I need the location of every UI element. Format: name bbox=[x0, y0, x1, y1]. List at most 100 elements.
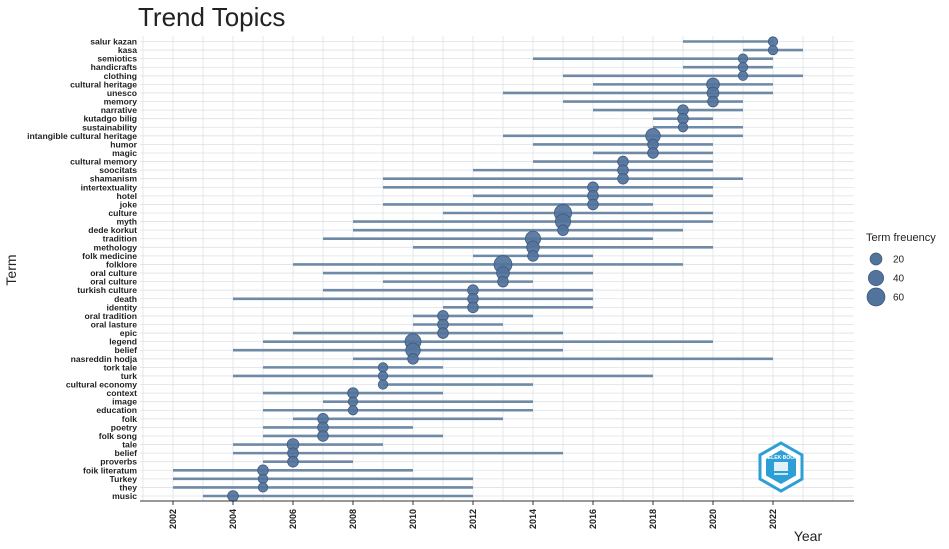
term-label: narrative bbox=[101, 105, 138, 115]
term-label: turk bbox=[121, 371, 137, 381]
term-labels: salur kazankasasemioticshandicraftscloth… bbox=[27, 37, 137, 502]
term-median-point bbox=[257, 473, 269, 484]
term-median-point bbox=[467, 301, 479, 314]
term-label: tork tale bbox=[104, 362, 138, 372]
x-tick-label: 2018 bbox=[648, 509, 658, 529]
y-axis-title: Term bbox=[3, 254, 19, 285]
term-label: magic bbox=[112, 148, 137, 158]
term-label: methology bbox=[94, 242, 138, 252]
term-label: intertextuality bbox=[81, 182, 138, 192]
bilbee-logo-icon: BELEK·BOOK bbox=[758, 441, 804, 493]
term-label: cultural economy bbox=[66, 380, 137, 390]
term-label: poetry bbox=[111, 422, 137, 432]
x-tick-label: 2002 bbox=[168, 509, 178, 529]
term-label: epic bbox=[120, 328, 137, 338]
term-label: kasa bbox=[118, 45, 137, 55]
term-label: folklore bbox=[106, 259, 137, 269]
term-median-point bbox=[407, 353, 419, 365]
term-label: image bbox=[112, 397, 137, 407]
term-label: folk bbox=[122, 414, 137, 424]
x-tick-label: 2022 bbox=[768, 509, 778, 529]
term-median-point bbox=[347, 405, 359, 416]
term-label: dede korkut bbox=[88, 225, 137, 235]
point-layer bbox=[227, 36, 779, 502]
x-tick-label: 2006 bbox=[288, 509, 298, 529]
term-label: clothing bbox=[104, 71, 137, 81]
x-tick-label: 2010 bbox=[408, 509, 418, 529]
term-median-point bbox=[737, 53, 749, 64]
legend-swatch bbox=[867, 269, 885, 287]
term-label: humor bbox=[110, 139, 137, 149]
x-axis-title: Year bbox=[794, 528, 823, 544]
term-median-point bbox=[377, 370, 389, 382]
term-median-point bbox=[767, 36, 779, 47]
x-tick-label: 2020 bbox=[708, 509, 718, 529]
term-median-point bbox=[737, 70, 749, 81]
term-median-point bbox=[377, 362, 389, 373]
legend: Term freuency 20 40 60 bbox=[866, 232, 936, 307]
legend-entries: 20 40 60 bbox=[866, 252, 905, 307]
term-median-point bbox=[617, 172, 629, 185]
term-label: joke bbox=[119, 199, 137, 209]
term-median-point bbox=[557, 224, 569, 236]
term-label: foik literatum bbox=[83, 465, 137, 475]
legend-swatch bbox=[869, 252, 883, 266]
term-label: nasreddin hodja bbox=[71, 354, 138, 364]
x-tick-label: 2012 bbox=[468, 509, 478, 529]
term-label: education bbox=[96, 405, 137, 415]
term-label: tradition bbox=[103, 234, 137, 244]
segment-layer bbox=[173, 40, 803, 498]
term-label: oral culture bbox=[90, 277, 137, 287]
term-label: folk song bbox=[99, 431, 137, 441]
x-tick-label: 2008 bbox=[348, 509, 358, 529]
term-median-point bbox=[257, 482, 269, 493]
term-label: kutadgo bilig bbox=[84, 114, 137, 124]
legend-label: 40 bbox=[893, 274, 905, 285]
legend-label: 60 bbox=[893, 293, 905, 304]
term-label: myth bbox=[116, 217, 137, 227]
term-label: belief bbox=[115, 345, 138, 355]
term-median-point bbox=[527, 250, 539, 262]
term-label: oral lasture bbox=[91, 319, 138, 329]
legend-label: 20 bbox=[893, 255, 905, 266]
term-median-point bbox=[377, 379, 389, 390]
chart-title: Trend Topics bbox=[138, 2, 286, 32]
term-label: legend bbox=[109, 337, 137, 347]
term-label: tale bbox=[122, 440, 137, 450]
legend-title: Term freuency bbox=[866, 232, 936, 244]
term-median-point bbox=[437, 327, 449, 339]
term-median-point bbox=[707, 95, 719, 108]
term-label: shamanism bbox=[90, 174, 138, 184]
term-label: hotel bbox=[116, 191, 137, 201]
term-median-point bbox=[767, 44, 779, 56]
term-median-point bbox=[227, 490, 239, 502]
term-median-point bbox=[287, 455, 299, 468]
term-label: music bbox=[112, 491, 137, 501]
term-label: sustainability bbox=[82, 122, 137, 132]
term-label: soocitats bbox=[99, 165, 137, 175]
term-label: turkish culture bbox=[77, 285, 137, 295]
term-label: oral culture bbox=[90, 268, 137, 278]
term-label: culture bbox=[108, 208, 137, 218]
term-label: cultural heritage bbox=[70, 79, 137, 89]
x-tick-label: 2004 bbox=[228, 509, 238, 529]
term-median-point bbox=[737, 62, 749, 73]
term-median-point bbox=[497, 275, 509, 288]
x-ticks: 2002 2004 2006 2008 2010 2012 2014 2016 2018 2020… bbox=[168, 501, 778, 529]
x-tick-label: 2014 bbox=[528, 509, 538, 529]
term-median-point bbox=[317, 430, 329, 442]
term-label: cultural memory bbox=[70, 157, 137, 167]
term-label: oral tradition bbox=[84, 311, 137, 321]
term-label: identity bbox=[106, 302, 137, 312]
term-label: death bbox=[114, 294, 137, 304]
term-label: folk medicine bbox=[82, 251, 137, 261]
term-label: context bbox=[106, 388, 137, 398]
term-median-point bbox=[677, 122, 689, 133]
term-label: Turkey bbox=[109, 474, 137, 484]
term-label: memory bbox=[104, 97, 138, 107]
term-median-point bbox=[647, 147, 659, 159]
term-label: intangible cultural heritage bbox=[27, 131, 137, 141]
legend-swatch bbox=[866, 287, 886, 307]
term-label: handicrafts bbox=[91, 62, 138, 72]
